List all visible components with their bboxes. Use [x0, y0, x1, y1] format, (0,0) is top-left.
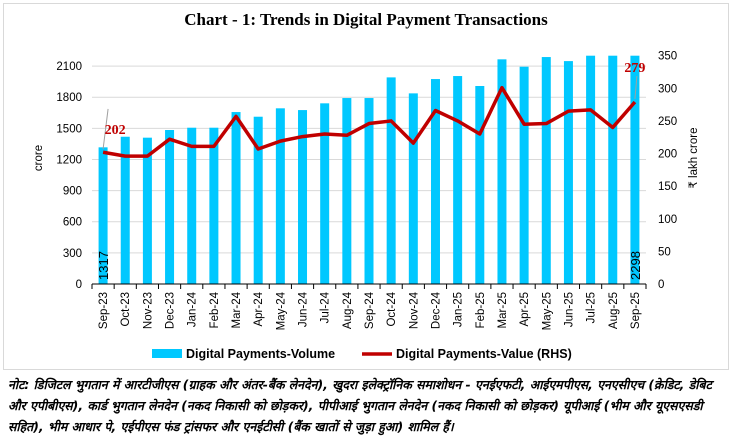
bar-volume [519, 66, 529, 284]
y-tick-label: 0 [76, 279, 82, 291]
legend-label-volume: Digital Payments-Volume [186, 347, 335, 361]
bar-volume [187, 127, 197, 285]
y2-tick-label: 0 [658, 279, 664, 291]
bar-volume [209, 127, 219, 285]
x-tick-label: May-25 [541, 292, 553, 330]
x-tick-label: Sep-23 [98, 292, 110, 329]
bar-volume [253, 116, 263, 285]
chart-svg: 0 300 600 900 1200 1500 1800 2100 0 50 100 150 200 25… [33, 51, 700, 361]
x-tick-label: Jan-24 [187, 291, 199, 327]
x-tick-label: Dec-24 [430, 291, 442, 329]
y-tick-label: 300 [63, 248, 82, 260]
bar-volume [231, 112, 241, 285]
y-axis-label: crore [33, 145, 45, 171]
chart-frame [3, 3, 729, 370]
y2-tick-label: 50 [658, 246, 671, 258]
bar-volume [142, 137, 152, 284]
y2-tick-label: 150 [658, 181, 677, 193]
bar-volume [386, 77, 396, 285]
x-tick-label: Mar-24 [231, 291, 243, 328]
footnote: नोट: डिजिटल भुगतान में आरटीजीएस (ग्राहक … [8, 377, 712, 434]
x-tick-label: Feb-24 [209, 291, 221, 328]
legend-label-value: Digital Payments-Value (RHS) [396, 347, 572, 361]
y-tick-label: 1800 [56, 92, 82, 104]
leader-line [634, 75, 638, 100]
bar-volume [563, 61, 573, 285]
y2-tick-label: 250 [658, 116, 677, 128]
x-tick-label: Sep-25 [630, 292, 642, 329]
bar-data-label: 2298 [628, 251, 643, 280]
x-tick-label: May-24 [275, 291, 287, 330]
line-data-label: 202 [105, 123, 126, 138]
x-tick-label: Feb-25 [475, 292, 487, 328]
x-tick-label: Apr-24 [253, 291, 265, 326]
bar-volume [497, 59, 507, 284]
x-tick-label: Aug-24 [342, 291, 354, 329]
y2-tick-label: 200 [658, 149, 677, 161]
bar-volume [298, 110, 308, 285]
y-tick-label: 2100 [56, 61, 82, 73]
x-tick-label: Mar-25 [497, 292, 509, 328]
bar-volume [98, 147, 108, 284]
legend-swatch-volume [152, 349, 182, 358]
bar-volume [120, 136, 130, 284]
x-tick-label: Oct-24 [386, 291, 398, 326]
y2-axis-label: ₹ lakh crore [688, 127, 700, 188]
x-tick-label: Jul-25 [586, 292, 598, 323]
bar-volume [342, 98, 352, 284]
bar-volume [430, 79, 440, 285]
x-tick-label: Oct-23 [120, 292, 132, 327]
x-tick-label: Jan-25 [453, 292, 465, 327]
bar-volume [608, 55, 618, 285]
y-tick-label: 600 [63, 217, 82, 229]
x-tick-label: Jul-24 [320, 291, 332, 323]
bar-volume [475, 86, 485, 284]
y-tick-label: 1200 [56, 154, 82, 166]
y-tick-label: 900 [63, 186, 82, 198]
y-tick-label: 1500 [56, 123, 82, 135]
x-tick-label: Dec-23 [165, 292, 177, 329]
x-tick-label: Jun-25 [563, 292, 575, 327]
x-tick-label: Jun-24 [298, 291, 310, 327]
leader-line [102, 108, 109, 150]
x-tick-label: Apr-25 [519, 292, 531, 327]
bar-volume [541, 57, 551, 285]
y2-tick-label: 100 [658, 214, 677, 226]
x-tick-label: Nov-24 [408, 291, 420, 329]
bar-volume [453, 76, 463, 284]
x-tick-label: Nov-23 [142, 292, 154, 329]
bar-volume [586, 55, 596, 285]
bar-volume [275, 108, 285, 284]
bar-volume [630, 55, 640, 285]
line-data-label: 279 [624, 61, 645, 76]
y2-tick-label: 350 [658, 51, 677, 63]
bar-volume [165, 130, 175, 284]
chart-title: Chart - 1: Trends in Digital Payment Tra… [184, 10, 548, 29]
bar-volume [408, 93, 418, 284]
x-tick-label: Aug-25 [608, 292, 620, 329]
bar-volume [364, 98, 374, 284]
y2-tick-label: 300 [658, 83, 677, 95]
bar-data-label: 1317 [96, 251, 111, 280]
bar-volume [320, 103, 330, 284]
x-tick-label: Sep-24 [364, 291, 376, 329]
